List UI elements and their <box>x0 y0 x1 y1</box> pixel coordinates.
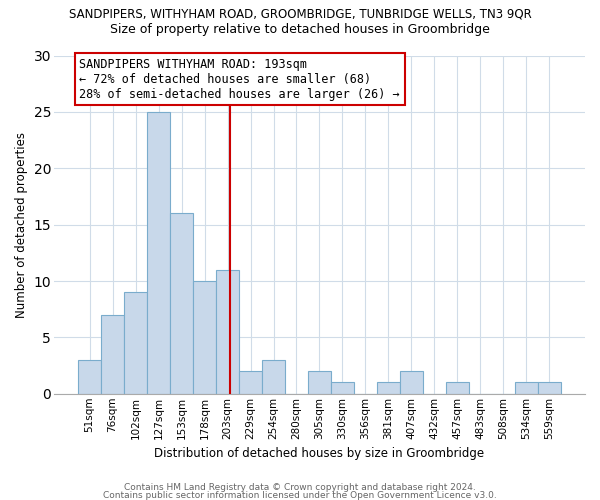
Text: SANDPIPERS WITHYHAM ROAD: 193sqm
← 72% of detached houses are smaller (68)
28% o: SANDPIPERS WITHYHAM ROAD: 193sqm ← 72% o… <box>79 58 400 101</box>
Bar <box>262 360 285 394</box>
Bar <box>239 371 262 394</box>
Bar <box>331 382 354 394</box>
Bar <box>101 315 124 394</box>
Bar <box>193 281 216 394</box>
Bar <box>538 382 561 394</box>
Bar <box>170 214 193 394</box>
Text: Contains HM Land Registry data © Crown copyright and database right 2024.: Contains HM Land Registry data © Crown c… <box>124 484 476 492</box>
X-axis label: Distribution of detached houses by size in Groombridge: Distribution of detached houses by size … <box>154 447 485 460</box>
Bar <box>124 292 147 394</box>
Text: SANDPIPERS, WITHYHAM ROAD, GROOMBRIDGE, TUNBRIDGE WELLS, TN3 9QR: SANDPIPERS, WITHYHAM ROAD, GROOMBRIDGE, … <box>68 8 532 20</box>
Bar <box>216 270 239 394</box>
Bar <box>308 371 331 394</box>
Bar <box>78 360 101 394</box>
Y-axis label: Number of detached properties: Number of detached properties <box>15 132 28 318</box>
Bar <box>446 382 469 394</box>
Text: Contains public sector information licensed under the Open Government Licence v3: Contains public sector information licen… <box>103 490 497 500</box>
Bar <box>515 382 538 394</box>
Bar <box>377 382 400 394</box>
Text: Size of property relative to detached houses in Groombridge: Size of property relative to detached ho… <box>110 22 490 36</box>
Bar <box>400 371 423 394</box>
Bar <box>147 112 170 394</box>
